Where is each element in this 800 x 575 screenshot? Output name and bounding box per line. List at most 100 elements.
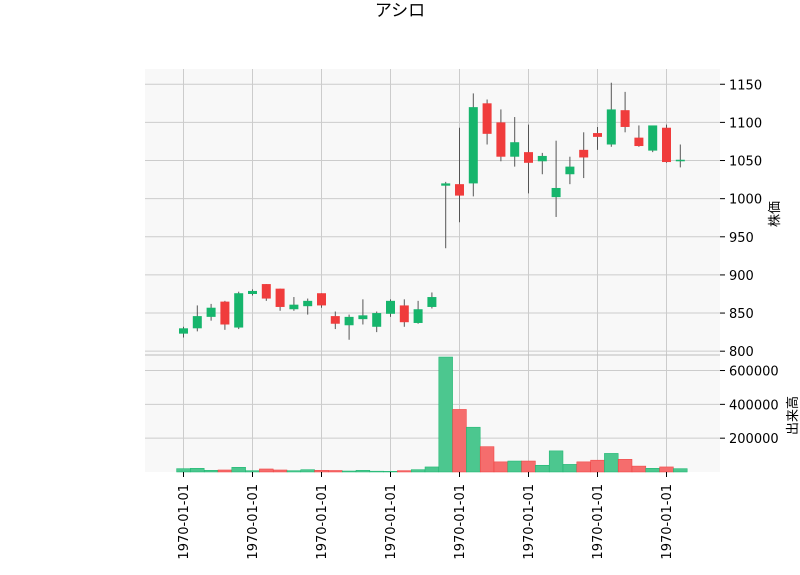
volume-bar (355, 470, 371, 473)
candle (593, 126, 602, 150)
price-tick-label: 1000 (729, 193, 762, 208)
candle (468, 93, 478, 197)
volume-plot-area (145, 355, 720, 472)
candle (289, 297, 299, 311)
candle-body (413, 309, 423, 323)
candle-body (303, 300, 313, 307)
x-tick-label: 1970-01-01 (246, 484, 261, 560)
price-axis: 800 850 900 950 1000 1050 1100 1150 (720, 78, 762, 360)
candle (455, 127, 464, 223)
volume-bar (452, 409, 467, 473)
candle (413, 300, 423, 324)
volume-bar (548, 450, 564, 473)
candle-body (496, 122, 506, 157)
candle-body (675, 159, 685, 162)
volume-bar (438, 356, 453, 473)
volume-bars (176, 356, 688, 473)
candle-body (358, 315, 368, 320)
candle (330, 311, 340, 330)
volume-bar (272, 469, 288, 473)
volume-axis: 200000 400000 600000 (720, 365, 779, 447)
candle-body (524, 152, 533, 163)
candle-body (468, 107, 478, 184)
price-tick-label: 1150 (729, 78, 762, 93)
candle (482, 99, 492, 145)
candle-body (648, 125, 658, 151)
candle-body (482, 103, 492, 134)
volume-bar (535, 464, 550, 473)
candle (303, 298, 313, 315)
candle (317, 293, 326, 308)
candle-body (593, 133, 602, 137)
price-axis-label: 株価 (768, 201, 783, 227)
volume-bar (466, 426, 481, 473)
volume-axis-label: 出来高 (785, 396, 800, 435)
candle-body (399, 305, 409, 323)
candle (427, 292, 437, 309)
volume-bar (631, 465, 647, 473)
volume-tick-label: 600000 (729, 365, 779, 380)
candle-body (427, 297, 437, 307)
candle (344, 314, 354, 340)
x-tick-label: 1970-01-01 (315, 484, 330, 560)
volume-bar (645, 468, 660, 473)
volume-bar (286, 470, 302, 473)
volume-tick-label: 200000 (729, 432, 779, 447)
candle-body (248, 290, 257, 294)
volume-bar (562, 464, 578, 473)
volume-bar (397, 470, 412, 473)
volume-bar (604, 453, 619, 473)
volume-bar (507, 460, 522, 473)
candle (234, 291, 244, 330)
candle-body (386, 300, 395, 314)
candle (537, 152, 547, 175)
volume-bar (341, 470, 357, 473)
x-tick-label: 1970-01-01 (453, 484, 468, 560)
volume-bar (176, 468, 191, 473)
x-tick-label: 1970-01-01 (384, 484, 399, 560)
volume-bar (259, 468, 274, 473)
candle (206, 303, 216, 321)
candle-body (455, 184, 464, 196)
volume-bar (493, 461, 509, 473)
candle-body (317, 293, 326, 306)
candle-body (551, 187, 561, 198)
candle-body (344, 316, 354, 326)
volume-bar (369, 470, 384, 473)
candle-body (220, 301, 230, 325)
candle-body (330, 316, 340, 324)
candle (220, 300, 230, 330)
volume-bar (300, 469, 315, 473)
candle (606, 82, 616, 147)
candle-body (620, 110, 630, 127)
candle (372, 311, 382, 333)
volume-bar (203, 470, 219, 473)
candle (275, 288, 285, 311)
price-tick-label: 1050 (729, 155, 762, 170)
candle (565, 156, 575, 185)
volume-bar (590, 459, 605, 473)
candle-body (261, 284, 271, 299)
candle (524, 124, 533, 194)
candle-body (565, 166, 575, 175)
volume-bar (673, 468, 688, 473)
x-tick-label: 1970-01-01 (177, 484, 192, 560)
candle (620, 91, 630, 133)
price-plot-area (145, 69, 720, 355)
volume-bar (314, 470, 329, 473)
candle-body (579, 149, 589, 158)
volume-bar (245, 470, 260, 473)
candle-body (234, 293, 244, 328)
volume-bar (383, 471, 398, 473)
volume-bar (217, 469, 233, 473)
volume-bar (190, 468, 205, 473)
candle (510, 117, 520, 167)
volume-bar (521, 460, 536, 473)
candle (358, 299, 368, 325)
candle-body (662, 127, 671, 163)
volume-tick-label: 400000 (729, 398, 779, 413)
candle-body (179, 328, 188, 334)
price-tick-label: 1100 (729, 116, 762, 131)
candle-body (289, 304, 299, 310)
